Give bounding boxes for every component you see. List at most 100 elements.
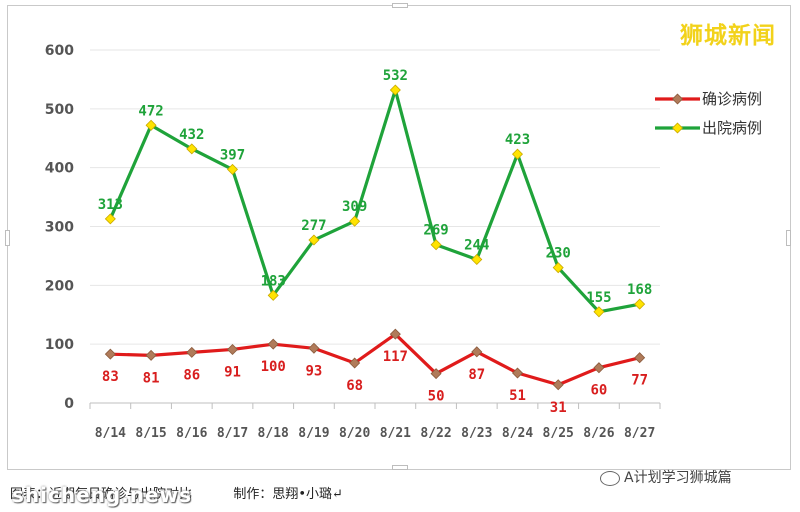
x-tick-label: 8/14 [95,426,126,441]
data-label: 51 [509,388,526,404]
site-watermark: shicheng.news [12,483,192,507]
data-label: 397 [220,147,245,163]
data-point [267,289,279,301]
data-point [349,215,361,227]
data-label: 86 [183,367,200,383]
data-label: 81 [143,370,160,386]
data-point [593,362,605,374]
data-point [471,346,483,358]
data-label: 93 [305,363,322,379]
data-label: 68 [346,378,363,394]
data-point [145,119,157,131]
data-point [511,148,524,160]
x-tick-label: 8/21 [380,426,411,441]
data-label: 83 [102,369,119,385]
series-lines [104,84,646,391]
series-line-0 [110,332,641,387]
data-label: 244 [464,237,489,253]
y-tick-label: 300 [45,220,74,236]
x-tick-label: 8/20 [339,426,370,441]
data-label: 309 [342,199,367,215]
data-point [389,84,401,96]
data-point [308,342,320,354]
x-tick-label: 8/26 [583,426,614,441]
data-label: 91 [224,364,241,380]
x-tick-label: 8/18 [258,426,289,441]
wechat-account: A计划学习狮城篇 [600,467,732,487]
chart-caption: 图表：近期每日确诊与出院对比 制作：思翔•小璐↵ [10,487,343,502]
data-point [186,143,198,155]
resize-handle-top[interactable] [392,3,408,8]
data-label: 313 [98,197,123,213]
gridlines [90,49,660,345]
data-label: 155 [586,290,611,306]
resize-handle-right[interactable] [786,230,791,246]
x-tick-label: 8/25 [543,426,574,441]
data-point [511,367,524,379]
data-point [552,379,564,391]
series-line-1 [108,88,640,314]
legend-marker [671,122,684,134]
data-point [389,328,401,340]
data-point [104,348,116,360]
data-label: 230 [546,246,571,262]
data-point [430,368,442,380]
chart-frame [5,3,791,470]
y-tick-label: 500 [45,102,74,118]
legend-label: 确诊病例 [702,90,762,108]
y-tick-label: 400 [45,161,74,177]
x-tick-label: 8/16 [176,426,207,441]
data-label: 100 [261,359,286,375]
data-point [593,306,605,318]
x-tick-label: 8/19 [298,426,329,441]
x-tick-label: 8/23 [461,426,492,441]
data-label: 472 [138,103,163,119]
data-point [349,357,361,369]
data-label: 532 [383,68,408,84]
y-tick-label: 100 [45,337,74,353]
y-tick-label: 0 [64,396,74,412]
data-label: 31 [550,400,567,416]
data-label: 432 [179,127,204,143]
resize-handle-left[interactable] [5,230,10,246]
data-label: 423 [505,132,530,148]
resize-handle-bottom[interactable] [392,465,408,470]
data-label: 277 [301,218,326,234]
data-label: 168 [627,282,652,298]
wechat-account-name: A计划学习狮城篇 [624,470,732,486]
y-tick-label: 600 [45,43,74,59]
data-point [308,234,320,246]
data-label: 269 [423,223,448,239]
data-label: 117 [383,349,408,365]
legend-label: 出院病例 [702,119,762,137]
x-tick-label: 8/24 [502,426,533,441]
data-point [430,239,442,251]
wechat-icon [600,470,620,486]
data-labels: 83 81 86 91 100 93 68 117 50 87 51 31 60 77 313 472 432 3… [98,68,653,416]
data-label: 50 [428,389,445,405]
data-label: 60 [590,383,607,399]
axes: 0 100 200 300 400 500 600 8/14 8/15 8/16 8/17 8/18 8… [45,43,661,441]
watermark-title: 狮城新闻 [680,23,776,49]
data-point [186,346,198,358]
x-tick-label: 8/15 [135,426,166,441]
data-point [267,338,279,350]
data-point [104,213,116,225]
data-point [552,262,564,274]
data-label: 183 [261,273,286,289]
data-point [634,298,646,310]
data-label: 77 [631,373,648,389]
x-tick-label: 8/17 [217,426,248,441]
data-point [145,349,157,361]
x-tick-label: 8/22 [420,426,451,441]
y-tick-label: 200 [45,278,74,294]
x-tick-label: 8/27 [624,426,655,441]
data-point [226,343,239,355]
data-label: 87 [468,367,485,383]
data-point [226,163,239,175]
data-point [634,352,646,364]
legend-marker [671,93,684,105]
data-point [471,253,483,265]
